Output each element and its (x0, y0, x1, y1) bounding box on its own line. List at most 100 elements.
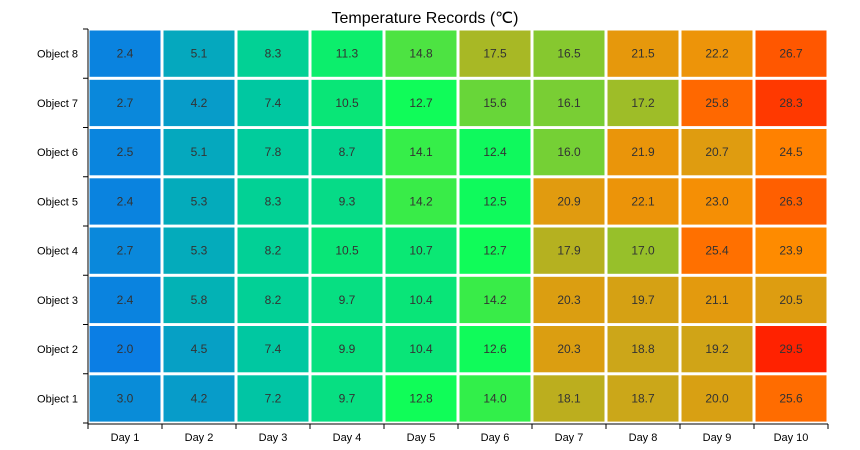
cell-value-label: 2.4 (117, 194, 134, 208)
cell-value-label: 18.7 (631, 391, 655, 405)
heatmap-cell (459, 227, 531, 274)
heatmap-cell (237, 326, 309, 373)
cell-value-label: 18.1 (557, 391, 581, 405)
heatmap-cell (89, 178, 161, 225)
cell-value-label: 12.7 (483, 244, 507, 258)
heatmap-cell (237, 30, 309, 77)
heatmap-cell (459, 178, 531, 225)
cell-value-label: 5.1 (191, 47, 208, 61)
heatmap-cell (459, 129, 531, 176)
heatmap-cell (755, 178, 827, 225)
heatmap-cell (533, 227, 605, 274)
heatmap-cell (681, 375, 753, 422)
heatmap-cell (385, 326, 457, 373)
heatmap-cell (237, 129, 309, 176)
cell-value-label: 20.5 (779, 293, 803, 307)
cell-value-label: 7.4 (265, 96, 282, 110)
heatmap-cell (237, 79, 309, 127)
cell-value-label: 8.2 (265, 293, 282, 307)
cell-value-label: 3.0 (117, 391, 134, 405)
cell-value-label: 20.0 (705, 391, 729, 405)
heatmap-cells: 3.0 4.2 7.2 9.7 12.8 14.0 18.1 18.7 20.0 25.6 2.0 4… (89, 30, 827, 422)
heatmap-cell (459, 375, 531, 422)
cell-value-label: 8.3 (265, 47, 282, 61)
heatmap-cell (385, 227, 457, 274)
cell-value-label: 9.9 (339, 342, 356, 356)
y-tick-label: Object 1 (37, 393, 78, 405)
x-tick-label: Day 3 (259, 432, 288, 444)
cell-value-label: 15.6 (483, 96, 507, 110)
heatmap-cell (607, 326, 679, 373)
cell-value-label: 7.8 (265, 145, 282, 159)
cell-value-label: 12.8 (409, 391, 433, 405)
heatmap-cell (311, 178, 383, 225)
x-tick-label: Day 1 (111, 432, 140, 444)
heatmap-cell (385, 79, 457, 127)
cell-value-label: 12.6 (483, 342, 507, 356)
heatmap-cell (533, 375, 605, 422)
cell-value-label: 11.3 (336, 47, 359, 61)
cell-value-label: 2.4 (117, 47, 134, 61)
cell-value-label: 14.8 (409, 47, 433, 61)
heatmap-cell (163, 30, 235, 77)
cell-value-label: 4.2 (191, 391, 208, 405)
cell-value-label: 22.2 (705, 47, 729, 61)
heatmap-cell (311, 276, 383, 324)
cell-value-label: 21.1 (705, 293, 729, 307)
heatmap-cell (311, 79, 383, 127)
heatmap-cell (607, 178, 679, 225)
cell-value-label: 20.7 (705, 145, 729, 159)
heatmap-cell (163, 276, 235, 324)
heatmap-cell (681, 30, 753, 77)
heatmap-cell (89, 30, 161, 77)
cell-value-label: 10.5 (335, 96, 359, 110)
cell-value-label: 17.9 (557, 244, 581, 258)
heatmap-cell (755, 227, 827, 274)
heatmap-cell (385, 30, 457, 77)
cell-value-label: 10.5 (335, 244, 359, 258)
heatmap-cell (237, 276, 309, 324)
heatmap-cell (681, 276, 753, 324)
cell-value-label: 10.4 (409, 293, 433, 307)
heatmap-cell (533, 326, 605, 373)
heatmap-cell (385, 375, 457, 422)
cell-value-label: 26.7 (779, 47, 803, 61)
cell-value-label: 16.5 (557, 47, 581, 61)
y-tick-label: Object 6 (37, 147, 78, 159)
heatmap-cell (237, 178, 309, 225)
x-tick-label: Day 9 (703, 432, 732, 444)
cell-value-label: 8.2 (265, 244, 282, 258)
cell-value-label: 24.5 (779, 145, 803, 159)
cell-value-label: 23.0 (705, 194, 729, 208)
heatmap-cell (163, 375, 235, 422)
heatmap-cell (607, 129, 679, 176)
cell-value-label: 9.7 (339, 293, 356, 307)
heatmap-cell (681, 326, 753, 373)
heatmap-cell (755, 129, 827, 176)
y-tick-label: Object 7 (37, 98, 78, 110)
heatmap-cell (163, 79, 235, 127)
x-tick-label: Day 6 (481, 432, 510, 444)
heatmap-cell (385, 276, 457, 324)
heatmap-cell (311, 326, 383, 373)
heatmap-cell (607, 30, 679, 77)
x-tick-label: Day 7 (555, 432, 584, 444)
cell-value-label: 20.9 (557, 194, 581, 208)
heatmap-cell (755, 79, 827, 127)
cell-value-label: 5.3 (191, 194, 208, 208)
cell-value-label: 22.1 (631, 194, 655, 208)
heatmap-cell (459, 276, 531, 324)
heatmap-cell (89, 227, 161, 274)
cell-value-label: 12.7 (409, 96, 433, 110)
y-tick-label: Object 2 (37, 344, 78, 356)
x-tick-label: Day 8 (629, 432, 658, 444)
cell-value-label: 28.3 (779, 96, 803, 110)
cell-value-label: 21.9 (631, 145, 655, 159)
cell-value-label: 16.0 (557, 145, 581, 159)
x-tick-label: Day 5 (407, 432, 436, 444)
cell-value-label: 2.4 (117, 293, 134, 307)
cell-value-label: 19.2 (705, 342, 729, 356)
cell-value-label: 10.4 (409, 342, 433, 356)
heatmap-cell (89, 276, 161, 324)
